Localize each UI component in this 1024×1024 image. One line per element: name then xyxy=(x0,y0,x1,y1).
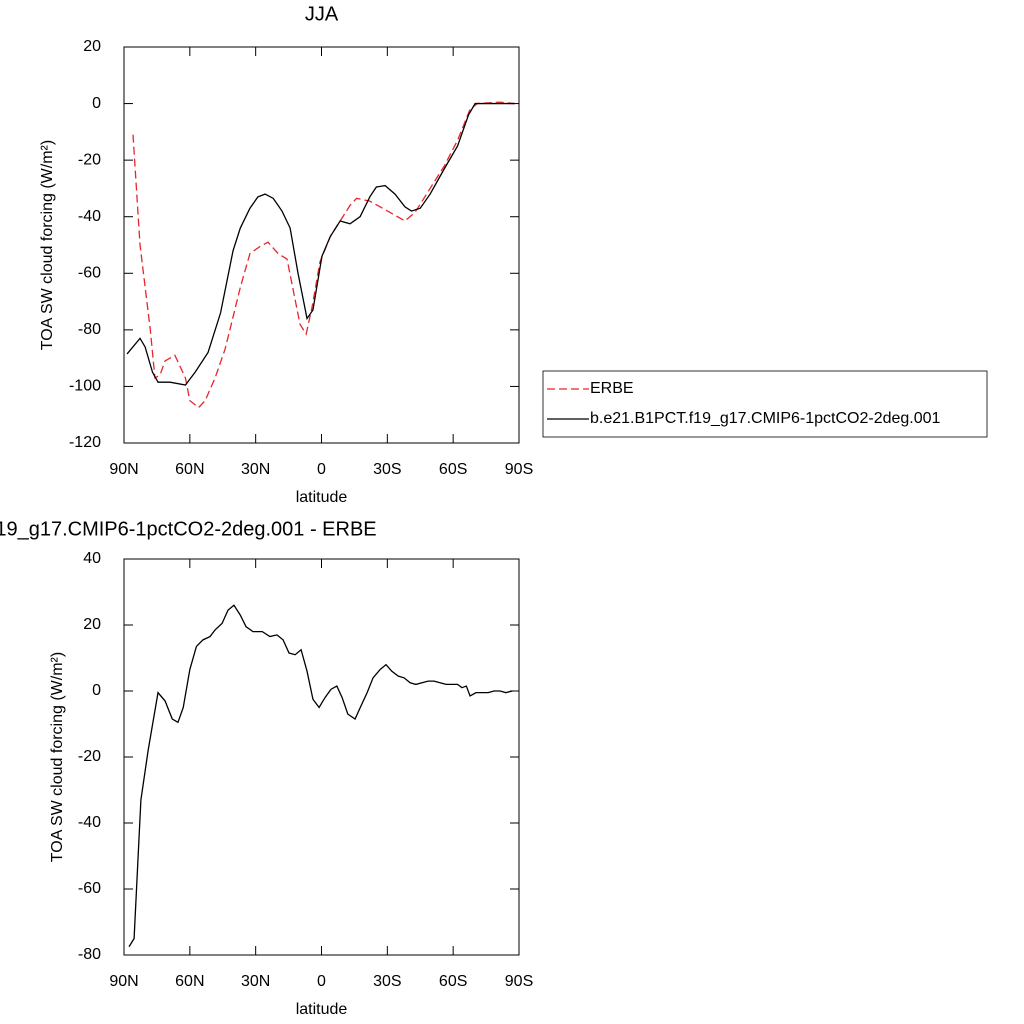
x-tick-label: 30N xyxy=(241,461,270,478)
y-tick-label: -20 xyxy=(78,748,101,765)
x-axis-label: latitude xyxy=(296,489,348,506)
y-tick-label: -20 xyxy=(78,151,101,168)
plot-frame xyxy=(123,46,520,444)
x-tick-label: 90S xyxy=(505,461,533,478)
y-tick-label: 20 xyxy=(83,616,101,633)
y-tick-label: -60 xyxy=(78,265,101,282)
series-line xyxy=(128,604,513,948)
y-tick-label: -60 xyxy=(78,880,101,897)
y-tick-label: 40 xyxy=(83,550,101,567)
y-axis-label: TOA SW cloud forcing (W/m²) xyxy=(39,140,56,350)
series-line xyxy=(126,102,515,386)
y-axis-label: TOA SW cloud forcing (W/m²) xyxy=(49,652,66,862)
y-tick-label: 0 xyxy=(92,95,101,112)
series-line xyxy=(132,101,515,409)
x-tick-label: 90N xyxy=(109,973,138,990)
chart-title: JJA xyxy=(305,3,339,25)
x-tick-label: 30S xyxy=(373,973,401,990)
legend-box xyxy=(542,370,988,438)
x-axis-label: latitude xyxy=(296,1001,348,1018)
plot-frame xyxy=(123,558,520,956)
x-tick-label: 0 xyxy=(317,461,326,478)
y-tick-label: 0 xyxy=(92,682,101,699)
x-tick-label: 60N xyxy=(175,461,204,478)
x-tick-label: 60S xyxy=(439,461,467,478)
x-tick-label: 0 xyxy=(317,973,326,990)
x-tick-label: 30S xyxy=(373,461,401,478)
y-tick-label: 20 xyxy=(83,38,101,55)
y-tick-label: -100 xyxy=(69,378,101,395)
legend-label: b.e21.B1PCT.f19_g17.CMIP6-1pctCO2-2deg.0… xyxy=(590,410,941,427)
x-tick-label: 60S xyxy=(439,973,467,990)
y-tick-label: -120 xyxy=(69,434,101,451)
y-tick-label: -40 xyxy=(78,814,101,831)
x-tick-label: 30N xyxy=(241,973,270,990)
y-tick-label: -80 xyxy=(78,946,101,963)
y-tick-label: -80 xyxy=(78,321,101,338)
x-tick-label: 60N xyxy=(175,973,204,990)
y-tick-label: -40 xyxy=(78,208,101,225)
chart-title: b.e21.B1PCT.f19_g17.CMIP6-1pctCO2-2deg.0… xyxy=(0,518,377,540)
legend-label: ERBE xyxy=(590,380,634,397)
x-tick-label: 90N xyxy=(109,461,138,478)
x-tick-label: 90S xyxy=(505,973,533,990)
